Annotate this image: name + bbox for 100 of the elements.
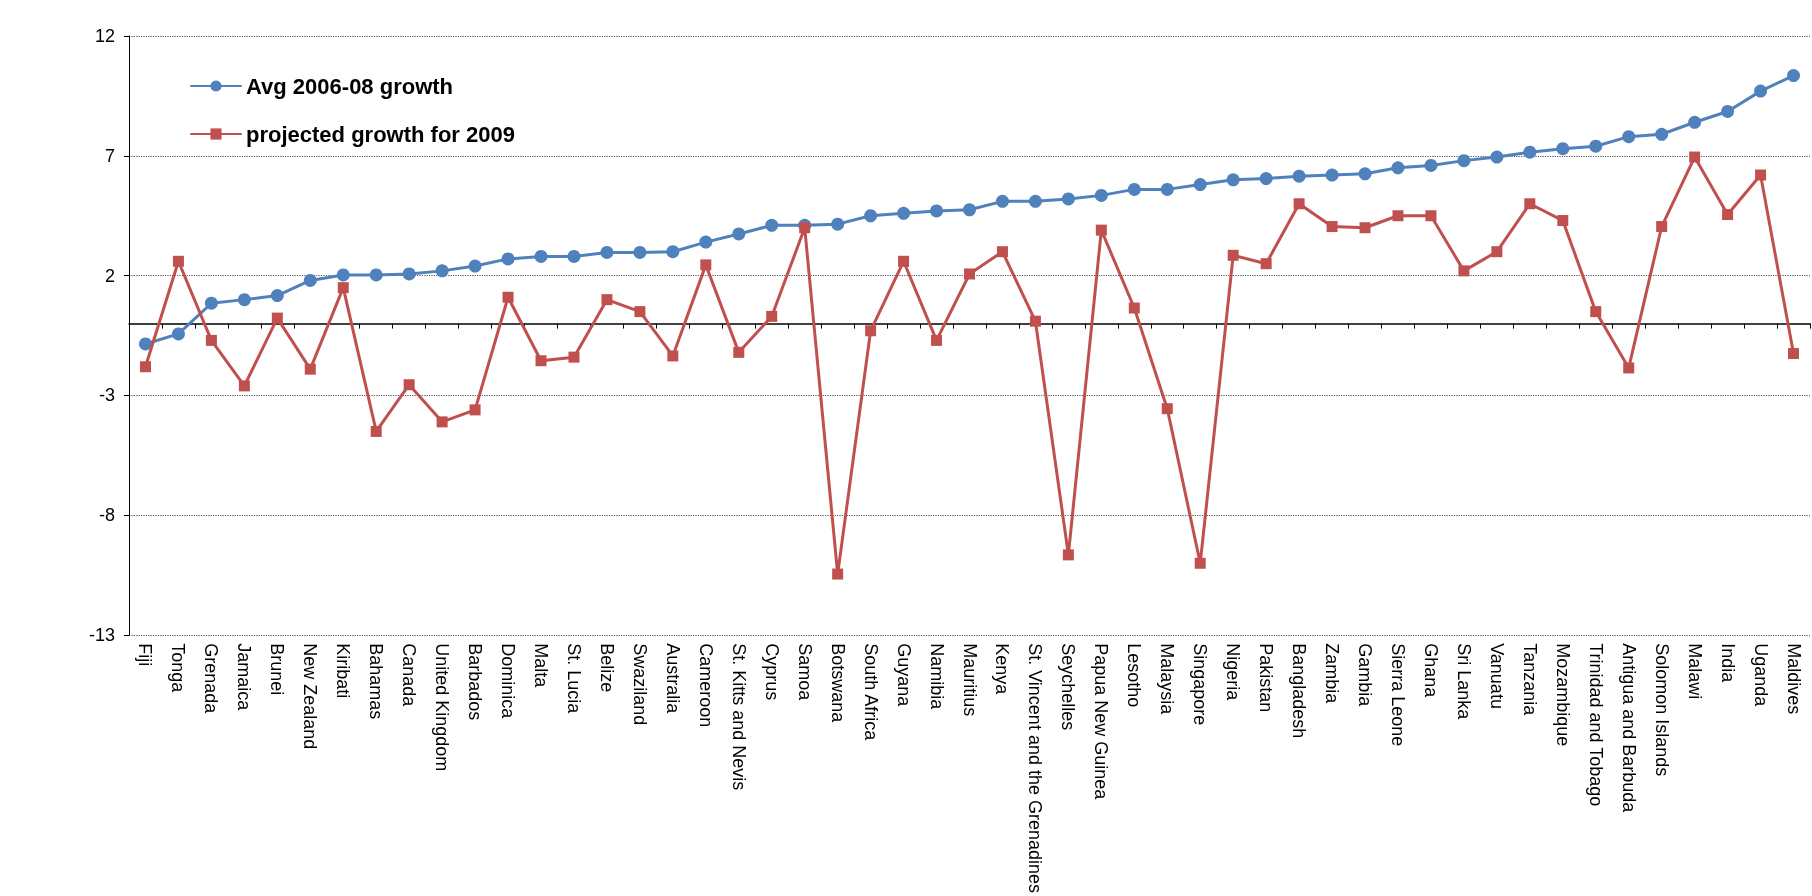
x-tick-label: Brunei — [267, 643, 288, 696]
point — [1028, 194, 1042, 208]
x-tick-label: Kenya — [992, 643, 1013, 696]
point — [1490, 150, 1504, 164]
point — [1557, 215, 1569, 227]
x-tick-label: Ghana — [1420, 643, 1441, 699]
point — [732, 227, 746, 241]
point — [1259, 172, 1273, 186]
x-tick-label: St. Vincent and the Grenadines — [1025, 643, 1046, 894]
x-tick-label: Jamaica — [234, 643, 255, 712]
point — [238, 380, 250, 392]
point — [1325, 168, 1339, 182]
point — [1689, 151, 1701, 163]
point — [1655, 127, 1669, 141]
point — [501, 252, 515, 266]
x-tick-label: Nigeria — [1223, 643, 1244, 702]
x-tick-label: Lesotho — [1124, 643, 1145, 708]
point — [699, 235, 713, 249]
point — [765, 218, 779, 232]
point — [964, 268, 975, 280]
point — [1127, 182, 1141, 196]
point — [1590, 306, 1602, 318]
x-tick-label: Singapore — [1190, 643, 1211, 726]
x-tick-label: Vanuatu — [1486, 643, 1507, 709]
point — [733, 346, 745, 358]
x-tick-label: Solomon Islands — [1651, 643, 1672, 777]
x-tick-label: Pakistan — [1256, 643, 1277, 713]
point — [303, 273, 317, 287]
point — [304, 363, 316, 375]
x-tick-label: St. Lucia — [563, 643, 584, 715]
point — [1754, 84, 1768, 98]
point — [370, 425, 382, 437]
x-tick-label: Trinidad and Tobago — [1585, 643, 1606, 807]
point — [666, 245, 680, 259]
x-tick-label: South Africa — [860, 643, 881, 742]
point — [271, 312, 283, 324]
point — [1392, 210, 1404, 222]
point — [667, 350, 679, 362]
x-tick-label: Botswana — [827, 643, 848, 724]
point — [1721, 105, 1735, 118]
x-tick-label: Papua New Guinea — [1091, 643, 1112, 801]
point — [502, 291, 514, 303]
point — [1358, 167, 1372, 181]
x-tick-label: Cameroon — [695, 643, 716, 728]
x-tick-label: Australia — [662, 643, 683, 715]
x-tick-label: Bangladesh — [1289, 643, 1310, 739]
y-tick-label: -13 — [88, 625, 115, 646]
point — [1227, 249, 1239, 261]
x-tick-label: Sierra Leone — [1387, 643, 1408, 747]
point — [1589, 139, 1603, 153]
x-tick-label: Seychelles — [1058, 643, 1079, 731]
point — [898, 255, 910, 267]
point — [1062, 549, 1074, 561]
point — [865, 325, 877, 337]
x-tick-label: Gambia — [1355, 643, 1376, 708]
point — [1359, 222, 1371, 234]
point — [1293, 198, 1305, 210]
point — [799, 222, 811, 234]
point — [567, 249, 581, 263]
point — [864, 209, 878, 223]
point — [1491, 246, 1503, 258]
point — [1226, 173, 1240, 187]
x-tick-label: Zambia — [1322, 643, 1343, 705]
point — [435, 264, 449, 278]
x-tick-label: Belize — [596, 643, 617, 693]
point — [1656, 221, 1668, 233]
point — [1029, 315, 1041, 327]
point — [171, 327, 185, 341]
point — [996, 246, 1008, 258]
point — [1523, 145, 1537, 159]
point — [1094, 188, 1108, 202]
point — [469, 404, 481, 416]
x-tick-label: India — [1717, 643, 1738, 684]
x-tick-label: Samoa — [794, 643, 815, 702]
x-tick-label: Mozambique — [1552, 643, 1573, 747]
y-tick-label: 7 — [104, 145, 115, 166]
x-tick-label: Dominica — [498, 643, 519, 720]
point — [1787, 69, 1801, 83]
point — [930, 204, 944, 218]
point — [1194, 557, 1206, 569]
point — [1391, 161, 1405, 175]
point — [1457, 154, 1471, 168]
point — [601, 294, 613, 306]
point — [600, 245, 614, 259]
point — [1688, 115, 1702, 129]
point — [535, 355, 547, 367]
x-tick-label: Tonga — [168, 643, 189, 694]
point — [436, 416, 448, 428]
legend-label: projected growth for 2009 — [246, 121, 515, 147]
point — [337, 282, 349, 294]
point — [931, 334, 943, 346]
point — [1160, 182, 1174, 196]
point — [832, 568, 844, 580]
point — [534, 249, 548, 263]
point — [1193, 178, 1207, 192]
point — [1623, 362, 1635, 374]
x-tick-label: Malawi — [1684, 643, 1705, 700]
point — [766, 310, 778, 322]
legend-label: Avg 2006-08 growth — [246, 73, 454, 99]
point — [897, 206, 911, 220]
